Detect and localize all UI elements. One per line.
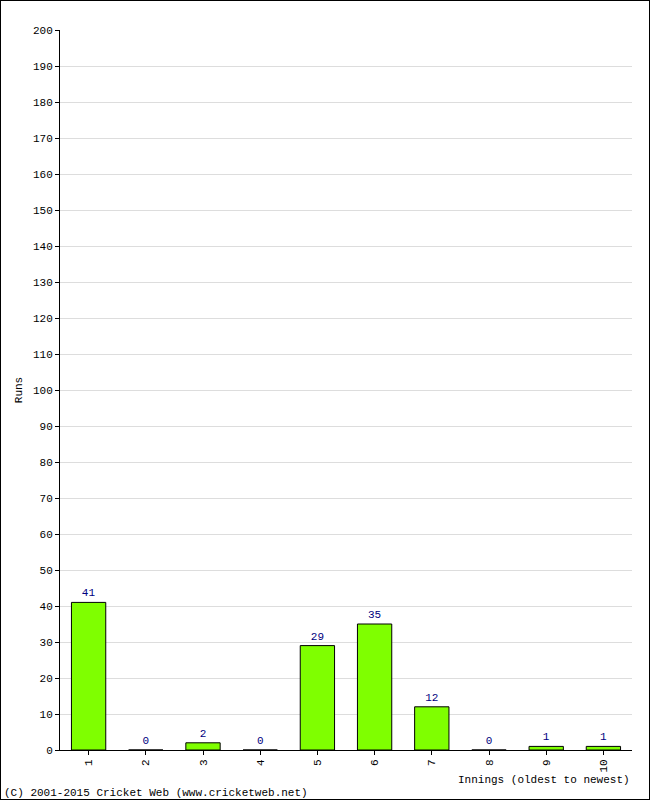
svg-text:2: 2 [140, 759, 152, 766]
svg-text:10: 10 [598, 759, 610, 772]
svg-text:160: 160 [33, 169, 53, 181]
svg-text:140: 140 [33, 241, 53, 253]
svg-text:120: 120 [33, 313, 53, 325]
svg-text:1: 1 [83, 759, 95, 766]
svg-text:40: 40 [40, 601, 53, 613]
svg-text:0: 0 [46, 745, 53, 757]
svg-text:6: 6 [369, 759, 381, 766]
svg-text:2: 2 [200, 728, 207, 740]
svg-text:12: 12 [425, 692, 438, 704]
svg-text:7: 7 [426, 759, 438, 766]
svg-text:35: 35 [368, 609, 381, 621]
svg-text:150: 150 [33, 205, 53, 217]
svg-text:180: 180 [33, 97, 53, 109]
svg-text:0: 0 [142, 735, 149, 747]
svg-text:30: 30 [40, 637, 53, 649]
svg-text:170: 170 [33, 133, 53, 145]
svg-text:Runs: Runs [13, 377, 25, 403]
svg-text:(C) 2001-2015 Cricket Web (www: (C) 2001-2015 Cricket Web (www.cricketwe… [4, 787, 308, 799]
svg-text:10: 10 [40, 709, 53, 721]
svg-text:1: 1 [600, 731, 607, 743]
svg-text:1: 1 [543, 731, 550, 743]
svg-text:0: 0 [486, 735, 493, 747]
svg-text:190: 190 [33, 61, 53, 73]
svg-text:29: 29 [311, 631, 324, 643]
svg-text:8: 8 [484, 759, 496, 766]
svg-text:3: 3 [198, 759, 210, 766]
svg-text:110: 110 [33, 349, 53, 361]
svg-text:41: 41 [82, 587, 96, 599]
svg-text:130: 130 [33, 277, 53, 289]
svg-text:Innings (oldest to newest): Innings (oldest to newest) [458, 774, 630, 786]
svg-text:0: 0 [257, 735, 264, 747]
svg-text:60: 60 [40, 529, 53, 541]
svg-text:50: 50 [40, 565, 53, 577]
svg-text:5: 5 [312, 759, 324, 766]
svg-text:70: 70 [40, 493, 53, 505]
svg-text:4: 4 [255, 759, 267, 766]
svg-text:90: 90 [40, 421, 53, 433]
svg-text:80: 80 [40, 457, 53, 469]
svg-text:9: 9 [541, 759, 553, 766]
svg-text:200: 200 [33, 25, 53, 37]
svg-text:20: 20 [40, 673, 53, 685]
svg-text:100: 100 [33, 385, 53, 397]
